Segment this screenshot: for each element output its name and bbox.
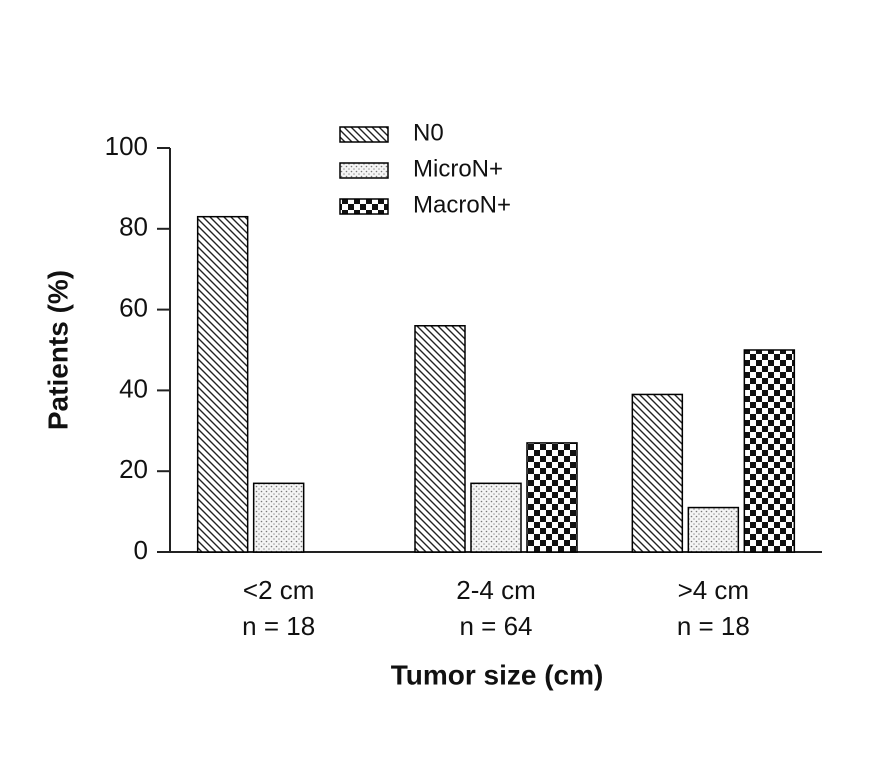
bar bbox=[743, 349, 796, 553]
y-tick-label: 60 bbox=[119, 292, 148, 322]
legend-label: MacroN+ bbox=[413, 191, 511, 218]
x-tick-sublabel: n = 64 bbox=[459, 611, 532, 641]
x-axis-label: Tumor size (cm) bbox=[391, 659, 604, 690]
bar bbox=[196, 215, 249, 553]
x-tick-sublabel: n = 18 bbox=[242, 611, 315, 641]
y-tick-label: 40 bbox=[119, 373, 148, 403]
bar bbox=[687, 506, 740, 553]
legend-label: N0 bbox=[413, 119, 444, 146]
bar bbox=[252, 482, 305, 553]
y-tick-label: 80 bbox=[119, 212, 148, 242]
legend-label: MicroN+ bbox=[413, 155, 503, 182]
x-tick-label: >4 cm bbox=[678, 575, 750, 605]
x-tick-label: <2 cm bbox=[243, 575, 315, 605]
bar bbox=[526, 442, 578, 553]
y-tick-label: 20 bbox=[119, 454, 148, 484]
bar bbox=[470, 482, 522, 553]
legend-swatch bbox=[339, 162, 389, 179]
y-tick-label: 100 bbox=[105, 131, 148, 161]
y-tick-label: 0 bbox=[134, 535, 148, 565]
x-tick-label: 2-4 cm bbox=[456, 575, 535, 605]
bar bbox=[631, 393, 684, 553]
legend-swatch bbox=[339, 198, 389, 215]
y-axis-label: Patients (%) bbox=[42, 270, 73, 430]
legend-swatch bbox=[339, 126, 389, 143]
bar bbox=[414, 325, 466, 553]
x-tick-sublabel: n = 18 bbox=[677, 611, 750, 641]
